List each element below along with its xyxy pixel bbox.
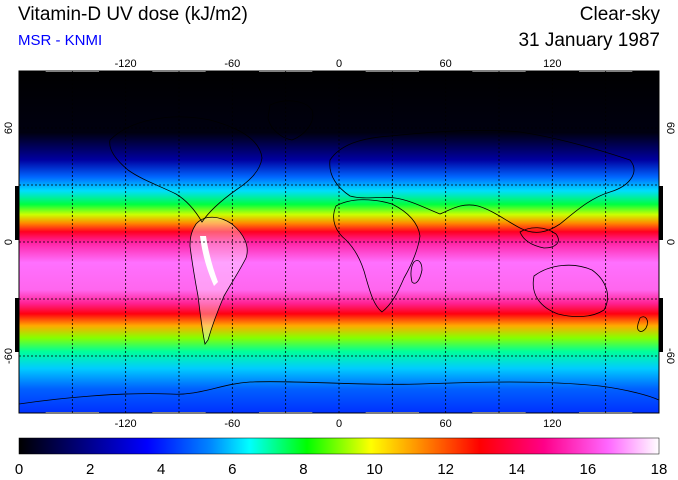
map-title: Vitamin-D UV dose (kJ/m2) — [18, 4, 248, 25]
date-label: 31 January 1987 — [518, 30, 660, 51]
longitude-tick-label-bottom: -60 — [224, 418, 240, 430]
longitude-tick-label-top: -60 — [224, 58, 240, 70]
colorbar-tick-label: 10 — [366, 461, 383, 478]
right-edge-band-south — [659, 298, 663, 352]
longitude-tick-label-bottom: 60 — [440, 418, 452, 430]
longitude-tick-label-top: 0 — [336, 58, 342, 70]
source-label: MSR - KNMI — [18, 32, 103, 49]
latitude-tick-label-left: 0 — [3, 239, 15, 245]
longitude-tick-label-bottom: 0 — [336, 418, 342, 430]
longitude-tick-label-top: -120 — [115, 58, 137, 70]
longitude-tick-label-bottom: -120 — [115, 418, 137, 430]
latitude-tick-label-right: -60 — [664, 348, 676, 364]
colorbar-tick-label: 4 — [157, 461, 165, 478]
eurasia-outline — [329, 129, 635, 233]
andes-white — [200, 236, 218, 286]
colorbar-tick-label: 12 — [437, 461, 454, 478]
colorbar-tick-label: 8 — [299, 461, 307, 478]
condition-label: Clear-sky — [579, 4, 660, 25]
map-frame — [18, 70, 660, 414]
left-edge-band-south — [15, 298, 19, 352]
longitude-tick-label-top: 120 — [543, 58, 561, 70]
longitude-tick-label-top: 60 — [440, 58, 452, 70]
australia-outline — [532, 264, 608, 318]
colorbar-tick-label: 18 — [651, 461, 668, 478]
madagascar-outline — [410, 260, 423, 284]
latitude-tick-label-left: 60 — [3, 122, 15, 134]
colorbar-tick-label: 14 — [508, 461, 525, 478]
colorbar-tick-label: 16 — [580, 461, 597, 478]
colorbar-tick-label: 0 — [15, 461, 23, 478]
maritime-asia-outline — [519, 227, 559, 249]
colorbar-tick-label: 2 — [86, 461, 94, 478]
right-edge-band-north — [659, 186, 663, 240]
greenland-outline — [267, 100, 314, 141]
latitude-tick-label-right: 60 — [664, 122, 676, 134]
longitude-tick-label-bottom: 120 — [543, 418, 561, 430]
africa-outline — [333, 199, 421, 313]
new-zealand-outline — [637, 316, 648, 332]
colorbar-labels: 0 2 4 6 8 10 12 14 16 18 — [15, 461, 668, 478]
colorbar-tick-label: 6 — [228, 461, 236, 478]
tick-labels: -120 -120 -60 -60 0 0 60 60 120 120 60 60 0 0 -60 -60 — [3, 58, 676, 430]
left-edge-band-north — [15, 186, 19, 240]
colorbar — [18, 437, 660, 455]
graticule — [19, 71, 659, 413]
north-america-outline — [109, 116, 263, 223]
latitude-tick-label-left: -60 — [3, 348, 15, 364]
latitude-tick-label-right: 0 — [664, 239, 676, 245]
antarctica-outline — [19, 381, 659, 405]
coastlines — [19, 100, 659, 405]
